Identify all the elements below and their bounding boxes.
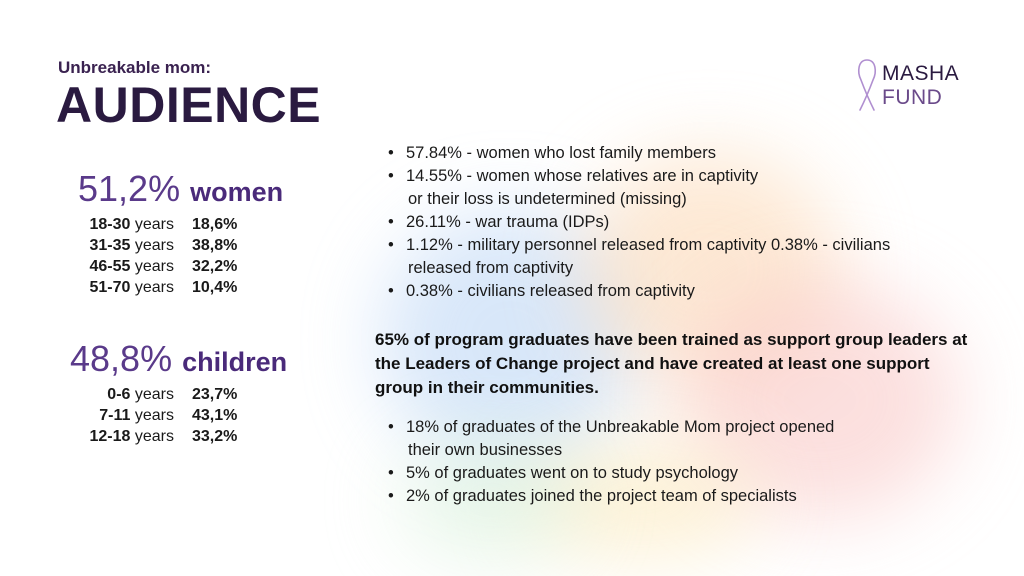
women-label: women (190, 177, 284, 207)
list-item: 5% of graduates went on to study psychol… (388, 462, 834, 485)
age-unit: years (130, 216, 174, 233)
women-age-table: 18-30 years 18,6% 31-35 years 38,8% 46-5… (58, 214, 283, 298)
age-percent: 10,4% (192, 279, 238, 296)
list-item-text: 0.38% - civilians released from captivit… (406, 282, 695, 300)
age-percent: 38,8% (192, 237, 238, 254)
masha-fund-logo: MASHA FUND (852, 58, 982, 114)
list-item: 14.55% - women whose relatives are in ca… (388, 165, 890, 211)
logo-text-masha: MASHA (882, 62, 960, 85)
women-header: 51,2% women (58, 168, 283, 210)
table-row: 12-18 years 33,2% (58, 426, 287, 447)
list-item-text: 26.11% - war trauma (IDPs) (406, 213, 610, 231)
table-row: 51-70 years 10,4% (58, 277, 283, 298)
list-item-text: 57.84% - women who lost family members (406, 144, 716, 162)
list-item: 26.11% - war trauma (IDPs) (388, 211, 890, 234)
graduates-paragraph: 65% of program graduates have been train… (375, 330, 968, 397)
list-item-text: 14.55% - women whose relatives are in ca… (406, 167, 759, 185)
table-row: 18-30 years 18,6% (58, 214, 283, 235)
children-stats: 48,8% children 0-6 years 23,7% 7-11 year… (58, 338, 287, 447)
age-range: 18-30 (89, 216, 131, 233)
age-percent: 23,7% (192, 386, 238, 403)
children-percent: 48,8% (70, 338, 173, 379)
age-unit: years (130, 428, 174, 445)
list-item-text-cont: released from captivity (408, 259, 574, 277)
table-row: 0-6 years 23,7% (58, 384, 287, 405)
table-row: 31-35 years 38,8% (58, 235, 283, 256)
list-item: 1.12% - military personnel released from… (388, 234, 890, 280)
list-item-text: 2% of graduates joined the project team … (406, 487, 797, 505)
table-row: 46-55 years 32,2% (58, 256, 283, 277)
graduates-list: 18% of graduates of the Unbreakable Mom … (388, 416, 834, 508)
age-percent: 18,6% (192, 216, 238, 233)
list-item: 2% of graduates joined the project team … (388, 485, 834, 508)
women-stats: 51,2% women 18-30 years 18,6% 31-35 year… (58, 168, 283, 298)
slide-subtitle: Unbreakable mom: (58, 58, 212, 77)
list-item-text: 18% of graduates of the Unbreakable Mom … (406, 418, 835, 436)
list-item-text-cont: or their loss is undetermined (missing) (408, 190, 687, 208)
list-item-text: 5% of graduates went on to study psychol… (406, 464, 739, 482)
loss-statistics-list: 57.84% - women who lost family members 1… (388, 142, 890, 303)
children-age-table: 0-6 years 23,7% 7-11 years 43,1% 12-18 y… (58, 384, 287, 447)
age-range: 0-6 (107, 386, 131, 403)
logo-text-fund: FUND (882, 86, 943, 109)
age-percent: 32,2% (192, 258, 238, 275)
children-label: children (182, 347, 288, 377)
age-percent: 43,1% (192, 407, 238, 424)
list-item-text: 1.12% - military personnel released from… (406, 236, 891, 254)
age-range: 31-35 (89, 237, 131, 254)
age-percent: 33,2% (192, 428, 238, 445)
age-unit: years (130, 258, 174, 275)
women-percent: 51,2% (78, 168, 181, 209)
age-range: 7-11 (99, 407, 131, 424)
age-range: 51-70 (89, 279, 131, 296)
age-range: 12-18 (89, 428, 131, 445)
age-unit: years (130, 237, 174, 254)
age-range: 46-55 (89, 258, 131, 275)
list-item: 18% of graduates of the Unbreakable Mom … (388, 416, 834, 462)
age-unit: years (130, 407, 174, 424)
age-unit: years (130, 279, 174, 296)
ribbon-icon (857, 59, 877, 111)
list-item: 57.84% - women who lost family members (388, 142, 890, 165)
list-item: 0.38% - civilians released from captivit… (388, 280, 890, 303)
slide-title: AUDIENCE (56, 77, 322, 133)
list-item-text-cont: their own businesses (408, 441, 563, 459)
age-unit: years (130, 386, 174, 403)
table-row: 7-11 years 43,1% (58, 405, 287, 426)
children-header: 48,8% children (58, 338, 287, 380)
